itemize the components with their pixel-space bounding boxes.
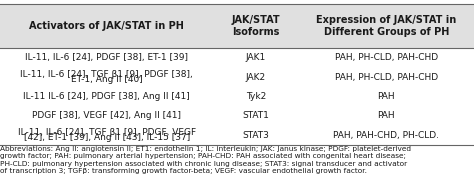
Text: Abbreviations: Ang II: angiotensin II; ET1: endothelin 1; IL: interleukin; JAK: : Abbreviations: Ang II: angiotensin II; E… <box>0 146 411 174</box>
Text: IL-11, IL-6 [24], TGF β1 [9], PDGF [38],: IL-11, IL-6 [24], TGF β1 [9], PDGF [38], <box>20 70 193 79</box>
Text: STAT1: STAT1 <box>243 111 269 120</box>
Text: [42], ET-1 [39], Ang II [43], IL-15 [37]: [42], ET-1 [39], Ang II [43], IL-15 [37] <box>24 133 190 142</box>
Text: Activators of JAK/STAT in PH: Activators of JAK/STAT in PH <box>29 21 184 31</box>
Text: JAK2: JAK2 <box>246 73 266 82</box>
Text: Expression of JAK/STAT in
Different Groups of PH: Expression of JAK/STAT in Different Grou… <box>316 15 456 37</box>
Text: Tyk2: Tyk2 <box>246 92 266 101</box>
Bar <box>0 4 474 48</box>
Text: PAH, PAH-CHD, PH-CLD.: PAH, PAH-CHD, PH-CLD. <box>333 131 439 140</box>
Text: PDGF [38], VEGF [42], Ang II [41]: PDGF [38], VEGF [42], Ang II [41] <box>32 111 181 120</box>
Text: PAH: PAH <box>377 111 395 120</box>
Text: ET-1, Ang II [40]: ET-1, Ang II [40] <box>71 75 143 84</box>
Text: PAH, PH-CLD, PAH-CHD: PAH, PH-CLD, PAH-CHD <box>335 53 438 62</box>
Text: IL-11 IL-6 [24], PDGF [38], Ang II [41]: IL-11 IL-6 [24], PDGF [38], Ang II [41] <box>23 92 190 101</box>
Text: JAK/STAT
Isoforms: JAK/STAT Isoforms <box>232 15 280 37</box>
Text: STAT3: STAT3 <box>243 131 269 140</box>
Text: IL-11, IL-6 [24], PDGF [38], ET-1 [39]: IL-11, IL-6 [24], PDGF [38], ET-1 [39] <box>25 53 188 62</box>
Text: PAH, PH-CLD, PAH-CHD: PAH, PH-CLD, PAH-CHD <box>335 73 438 82</box>
Text: PAH: PAH <box>377 92 395 101</box>
Text: JAK1: JAK1 <box>246 53 266 62</box>
Text: IL-11, IL-6 [24], TGF β1 [9], PDGF, VEGF: IL-11, IL-6 [24], TGF β1 [9], PDGF, VEGF <box>18 128 196 137</box>
